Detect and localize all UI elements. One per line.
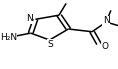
Text: O: O bbox=[101, 42, 109, 51]
Text: N: N bbox=[103, 16, 110, 25]
Text: N: N bbox=[26, 14, 33, 23]
Text: H₂N: H₂N bbox=[0, 33, 17, 42]
Text: S: S bbox=[48, 40, 54, 49]
